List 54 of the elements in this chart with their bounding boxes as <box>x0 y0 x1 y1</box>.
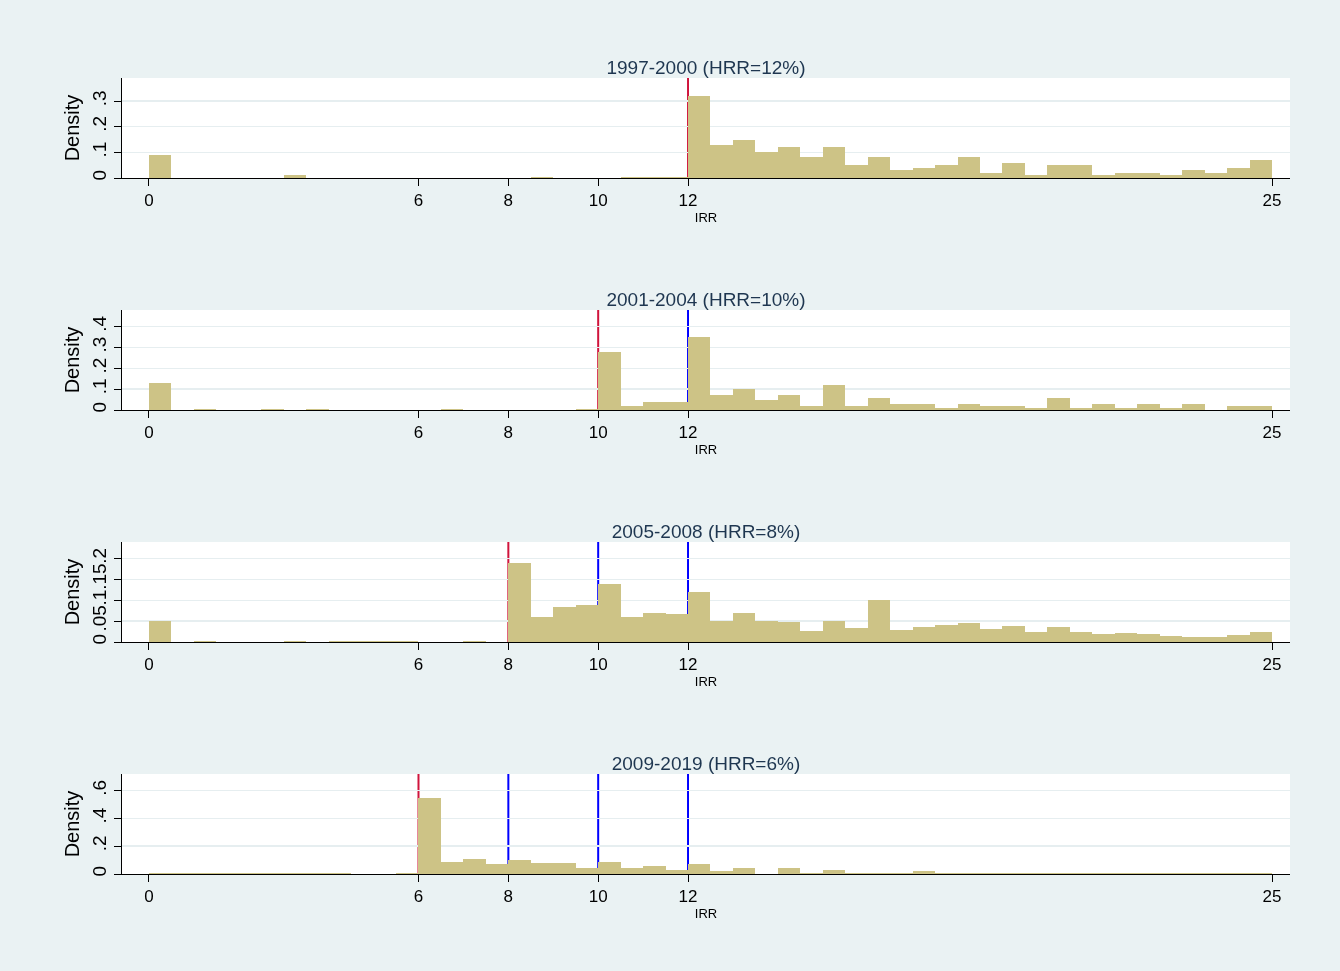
chart-title: 2005-2008 (HRR=8%) <box>611 521 801 542</box>
y-tick-label: .1 <box>89 589 111 606</box>
y-tick-label: .2 <box>89 357 111 374</box>
y-tick-label: .15 <box>89 563 111 590</box>
x-tick-label: 25 <box>1262 887 1282 907</box>
y-tick-label: 0 <box>89 169 111 181</box>
x-tick-label: 8 <box>503 191 514 211</box>
x-tick-label: 0 <box>144 423 154 443</box>
x-tick-label: 12 <box>678 655 698 675</box>
x-tick-label: 6 <box>413 655 424 675</box>
x-tick-label: 25 <box>1262 191 1282 211</box>
y-tick-label: .1 <box>89 378 111 395</box>
y-tick-label: .05 <box>89 605 111 632</box>
y-axis-title: Density <box>60 326 83 394</box>
x-tick-label: 0 <box>144 655 154 675</box>
x-tick-label: 12 <box>678 191 698 211</box>
y-tick-label: 0 <box>89 633 111 645</box>
y-tick-label: .4 <box>89 807 111 824</box>
chart-title: 2009-2019 (HRR=6%) <box>611 753 801 774</box>
y-tick-label: .3 <box>89 90 111 107</box>
x-tick-label: 10 <box>588 191 608 211</box>
y-axis-title: Density <box>60 558 83 626</box>
y-tick-label: .1 <box>89 141 111 158</box>
y-tick-label: .2 <box>89 547 111 564</box>
x-tick-label: 8 <box>503 423 514 443</box>
x-tick-label: 8 <box>503 655 514 675</box>
chart-title: 2001-2004 (HRR=10%) <box>606 289 806 310</box>
x-tick-label: 12 <box>678 423 698 443</box>
y-tick-label: .6 <box>89 779 111 796</box>
y-axis-title: Density <box>60 94 83 162</box>
y-tick-label: .2 <box>89 115 111 132</box>
x-tick-label: 6 <box>413 191 424 211</box>
x-tick-label: 10 <box>588 655 608 675</box>
x-tick-label: 6 <box>413 887 424 907</box>
y-tick-label: 0 <box>89 401 111 413</box>
x-axis-title: IRR <box>694 674 718 690</box>
x-tick-label: 25 <box>1262 423 1282 443</box>
x-tick-label: 0 <box>144 191 154 211</box>
x-axis-title: IRR <box>694 442 718 458</box>
x-axis-title: IRR <box>694 906 718 922</box>
y-tick-label: .4 <box>89 315 111 332</box>
x-tick-label: 10 <box>588 887 608 907</box>
x-tick-label: 8 <box>503 887 514 907</box>
chart-title: 1997-2000 (HRR=12%) <box>606 57 806 78</box>
x-axis-title: IRR <box>694 210 718 226</box>
y-tick-label: .2 <box>89 835 111 852</box>
x-tick-label: 12 <box>678 887 698 907</box>
y-axis-title: Density <box>60 790 83 858</box>
x-tick-label: 6 <box>413 423 424 443</box>
y-tick-label: 0 <box>89 865 111 877</box>
x-tick-label: 25 <box>1262 655 1282 675</box>
x-tick-label: 0 <box>144 887 154 907</box>
y-tick-label: .3 <box>89 336 111 353</box>
x-tick-label: 10 <box>588 423 608 443</box>
